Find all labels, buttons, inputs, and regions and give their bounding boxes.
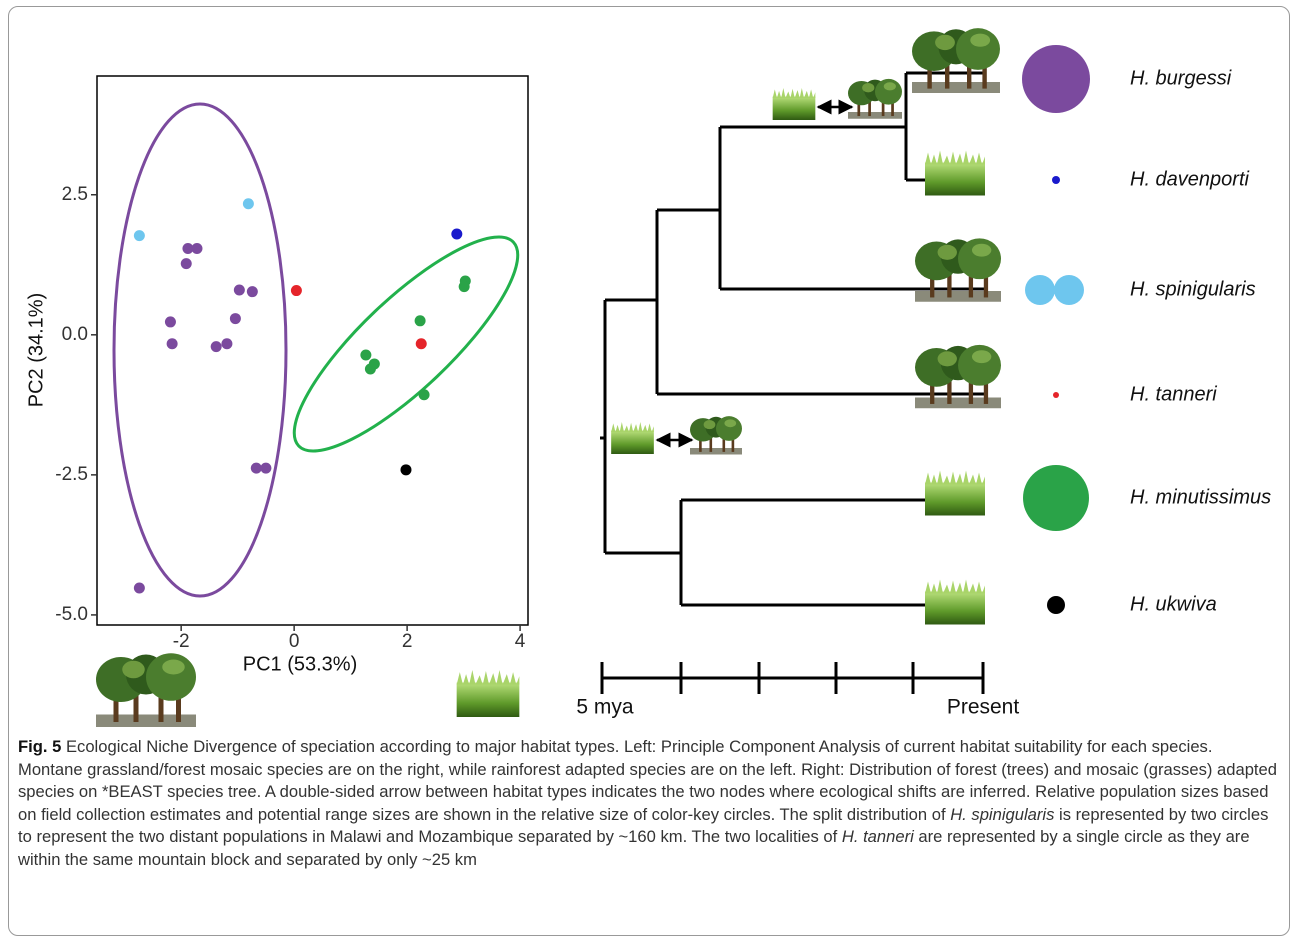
- x-tick-label: 0: [289, 631, 300, 652]
- y-tick-label: -5.0: [55, 604, 88, 625]
- forest-icon: [915, 238, 1001, 302]
- grass-icon: [611, 422, 654, 454]
- legend-swatch: [1023, 465, 1089, 531]
- point: [233, 284, 245, 296]
- niche-ellipse: [112, 102, 288, 598]
- scatter-layer: -2 0 2 4 2.5 0.0 -2.5 -5.0: [55, 184, 526, 652]
- point: [400, 464, 412, 476]
- species-tree: [600, 71, 985, 607]
- point: [360, 349, 372, 361]
- point: [458, 281, 470, 293]
- legend-label: H. davenporti: [1130, 168, 1250, 190]
- y-tick-label: -2.5: [55, 464, 88, 485]
- point: [133, 230, 145, 242]
- caption-text: are represented by a single circle as th…: [18, 827, 1250, 869]
- x-tick-label: -2: [173, 631, 190, 652]
- legend-label: H. spinigularis: [1130, 278, 1256, 300]
- legend-swatch: [1022, 45, 1090, 113]
- point: [290, 285, 302, 297]
- species-legend: H. burgessi H. davenporti H. spinigularis H…: [1022, 45, 1271, 615]
- point: [182, 243, 194, 255]
- forest-icon: [848, 78, 902, 119]
- point: [260, 462, 272, 474]
- point: [418, 389, 430, 401]
- caption-text: is represented by two circles to represe…: [18, 804, 1269, 847]
- point: [191, 243, 203, 255]
- point: [221, 338, 233, 350]
- point: [451, 228, 463, 240]
- legend-swatch: [1052, 176, 1060, 184]
- legend-label: H. minutissimus: [1130, 486, 1271, 508]
- y-tick-label: 0.0: [62, 324, 88, 345]
- point: [246, 286, 258, 298]
- x-axis-label: PC1 (53.3%): [243, 653, 358, 675]
- y-tick-label: 2.5: [62, 184, 88, 205]
- grass-icon: [925, 579, 985, 625]
- grass-icon: [925, 470, 985, 516]
- forest-icon: [690, 416, 742, 455]
- caption-text: H. tanneri: [841, 827, 914, 847]
- point: [415, 338, 427, 350]
- caption-label: Fig. 5: [18, 737, 62, 756]
- legend-swatch: [1053, 392, 1059, 398]
- y-axis-label: PC2 (34.1%): [25, 293, 47, 408]
- forest-icon: [96, 653, 196, 727]
- legend-label: H. burgessi: [1130, 67, 1232, 89]
- point: [229, 313, 241, 325]
- point: [210, 341, 222, 353]
- point: [414, 315, 426, 327]
- point: [364, 363, 376, 375]
- forest-icon: [915, 344, 1001, 409]
- point: [133, 582, 145, 594]
- grass-icon: [456, 670, 520, 717]
- figure: -2 0 2 4 2.5 0.0 -2.5 -5.0 PC1 (53.3%) PC2 (34.…: [25, 28, 1271, 727]
- niche-ellipse: [292, 235, 520, 453]
- legend-label: H. tanneri: [1130, 383, 1217, 405]
- legend-swatch: [1047, 596, 1065, 614]
- plot-frame: [96, 75, 529, 626]
- point: [180, 258, 192, 270]
- scale-label: Present: [947, 696, 1020, 719]
- forest-icon: [912, 28, 1000, 94]
- point: [164, 316, 176, 328]
- point: [242, 198, 254, 210]
- x-tick-label: 4: [515, 631, 526, 652]
- legend-label: H. ukwiva: [1130, 593, 1217, 615]
- scale-label: 5 mya: [576, 696, 634, 719]
- x-tick-label: 2: [402, 631, 413, 652]
- scale-bar: [600, 662, 985, 694]
- caption-text: H. spinigularis: [950, 804, 1055, 824]
- grass-icon: [925, 150, 985, 196]
- legend-swatch: [1025, 275, 1055, 305]
- grass-icon: [772, 88, 816, 120]
- caption: Fig. 5 Ecological Niche Divergence of sp…: [18, 736, 1280, 872]
- caption-text: Ecological Niche Divergence of speciatio…: [18, 737, 1278, 824]
- point: [166, 338, 178, 350]
- point: [250, 462, 262, 474]
- legend-swatch: [1054, 275, 1084, 305]
